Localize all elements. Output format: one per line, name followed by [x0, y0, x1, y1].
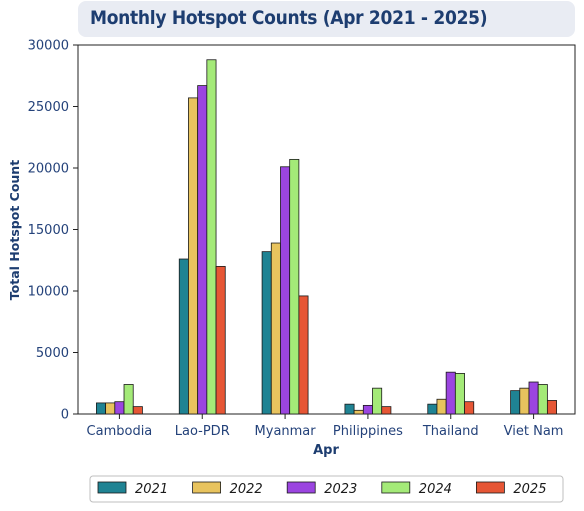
legend-swatch-2023 — [286, 481, 316, 494]
bar-myanmar-2021 — [261, 251, 272, 415]
bar-viet-nam-2025 — [546, 400, 557, 415]
bar-thailand-2022 — [436, 398, 447, 415]
y-tick-label: 25000 — [28, 100, 69, 115]
x-tick-label: Myanmar — [255, 424, 317, 439]
y-tick-label: 5000 — [36, 346, 69, 361]
x-tick-label: Lao-PDR — [175, 424, 230, 439]
bar-cambodia-2021 — [96, 402, 107, 415]
x-tick-label: Viet Nam — [504, 424, 564, 439]
bar-lao-pdr-2021 — [178, 258, 189, 415]
y-tick-label: 20000 — [28, 162, 69, 177]
bar-philippines-2023 — [362, 404, 373, 415]
y-axis-label: Total Hotspot Count — [7, 160, 22, 300]
bar-myanmar-2025 — [298, 295, 309, 415]
bar-myanmar-2024 — [289, 158, 300, 415]
legend-label-2023: 2023 — [324, 482, 357, 497]
y-tick-label: 0 — [61, 408, 69, 423]
x-tick-label: Philippines — [333, 424, 403, 439]
chart-title-box: Monthly Hotspot Counts (Apr 2021 - 2025) — [78, 1, 575, 37]
legend-swatch-2022 — [192, 481, 222, 494]
bar-thailand-2021 — [427, 403, 438, 415]
chart-title: Monthly Hotspot Counts (Apr 2021 - 2025) — [90, 7, 488, 29]
bar-viet-nam-2023 — [528, 381, 539, 415]
bar-cambodia-2025 — [132, 406, 143, 415]
bar-cambodia-2023 — [114, 401, 125, 415]
x-tick-label: Cambodia — [87, 424, 153, 439]
y-tick-label: 15000 — [28, 223, 69, 238]
y-tick-label: 30000 — [28, 39, 69, 54]
bar-lao-pdr-2023 — [197, 85, 208, 415]
legend-label-2024: 2024 — [419, 482, 452, 497]
plot-area — [77, 44, 576, 415]
bar-philippines-2024 — [372, 387, 383, 415]
legend-swatch-2021 — [97, 481, 127, 494]
bar-myanmar-2022 — [270, 242, 281, 415]
bar-viet-nam-2021 — [510, 390, 521, 415]
bar-philippines-2025 — [381, 406, 392, 415]
x-tick-label: Thailand — [422, 424, 479, 439]
bar-thailand-2023 — [445, 371, 456, 415]
bar-lao-pdr-2025 — [215, 265, 226, 415]
bar-lao-pdr-2022 — [188, 97, 199, 415]
bar-philippines-2021 — [344, 403, 355, 415]
legend-label-2021: 2021 — [135, 482, 168, 497]
y-tick-label: 10000 — [28, 285, 69, 300]
bar-thailand-2024 — [454, 373, 465, 415]
bar-cambodia-2022 — [105, 402, 116, 415]
x-axis-label: Apr — [313, 443, 339, 458]
legend-label-2022: 2022 — [230, 482, 263, 497]
legend-label-2025: 2025 — [513, 482, 546, 497]
bar-cambodia-2024 — [123, 384, 134, 415]
bar-lao-pdr-2024 — [206, 59, 217, 415]
legend-swatch-2025 — [475, 481, 505, 494]
bar-myanmar-2023 — [280, 166, 291, 415]
bar-thailand-2025 — [464, 401, 475, 415]
bar-viet-nam-2022 — [519, 387, 530, 415]
bar-philippines-2022 — [353, 409, 364, 415]
bar-viet-nam-2024 — [537, 384, 548, 415]
legend-swatch-2024 — [381, 481, 411, 494]
